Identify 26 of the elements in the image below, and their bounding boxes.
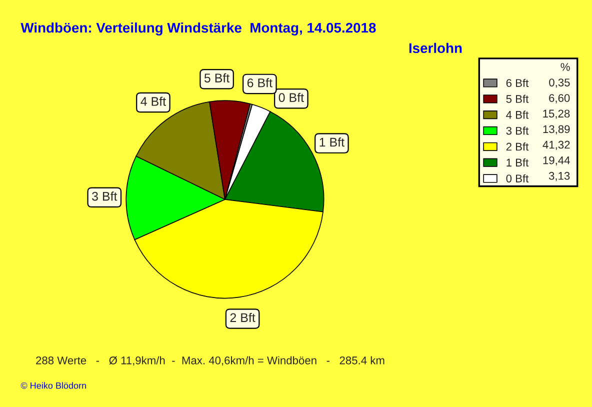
legend-label: 2 Bft — [506, 142, 529, 151]
slice-label: 3 Bft — [92, 192, 118, 201]
legend-label: 4 Bft — [506, 110, 529, 119]
slice-label: 0 Bft — [278, 92, 304, 102]
text: © Heiko Blödorn — [20, 382, 86, 389]
text: 288 Werte - Ø 11,9km/h - Max. 40,6km/h = Windböen - 285.4 km — [36, 356, 384, 366]
data-label: 13,89 — [543, 125, 570, 134]
data-label: 15,28 — [543, 110, 570, 119]
legend-label: 1 Bft — [506, 158, 529, 167]
chart-title: Windböen: Verteilung Windstärke Montag, 14.05.2018 — [20, 22, 376, 36]
legend-label: 5 Bft — [506, 94, 529, 103]
data-label: 41,32 — [542, 140, 570, 150]
chart-subtitle: Iserlohn — [409, 42, 462, 54]
legend-title: % — [560, 63, 570, 71]
slice-label: 6 Bft — [247, 78, 272, 88]
data-label: 0,35 — [549, 78, 570, 88]
slice-label: 5 Bft — [204, 73, 230, 82]
data-label: 6,60 — [549, 94, 570, 104]
legend-label: 6 Bft — [506, 78, 529, 87]
slice-label: 2 Bft — [230, 312, 256, 322]
slice-label: 1 Bft — [320, 137, 344, 147]
data-label: 3,13 — [548, 172, 570, 182]
data-label: 19,44 — [543, 156, 570, 166]
legend-label: 0 Bft — [506, 174, 529, 182]
legend-label: 3 Bft — [506, 126, 529, 135]
slice-label: 4 Bft — [140, 96, 166, 106]
